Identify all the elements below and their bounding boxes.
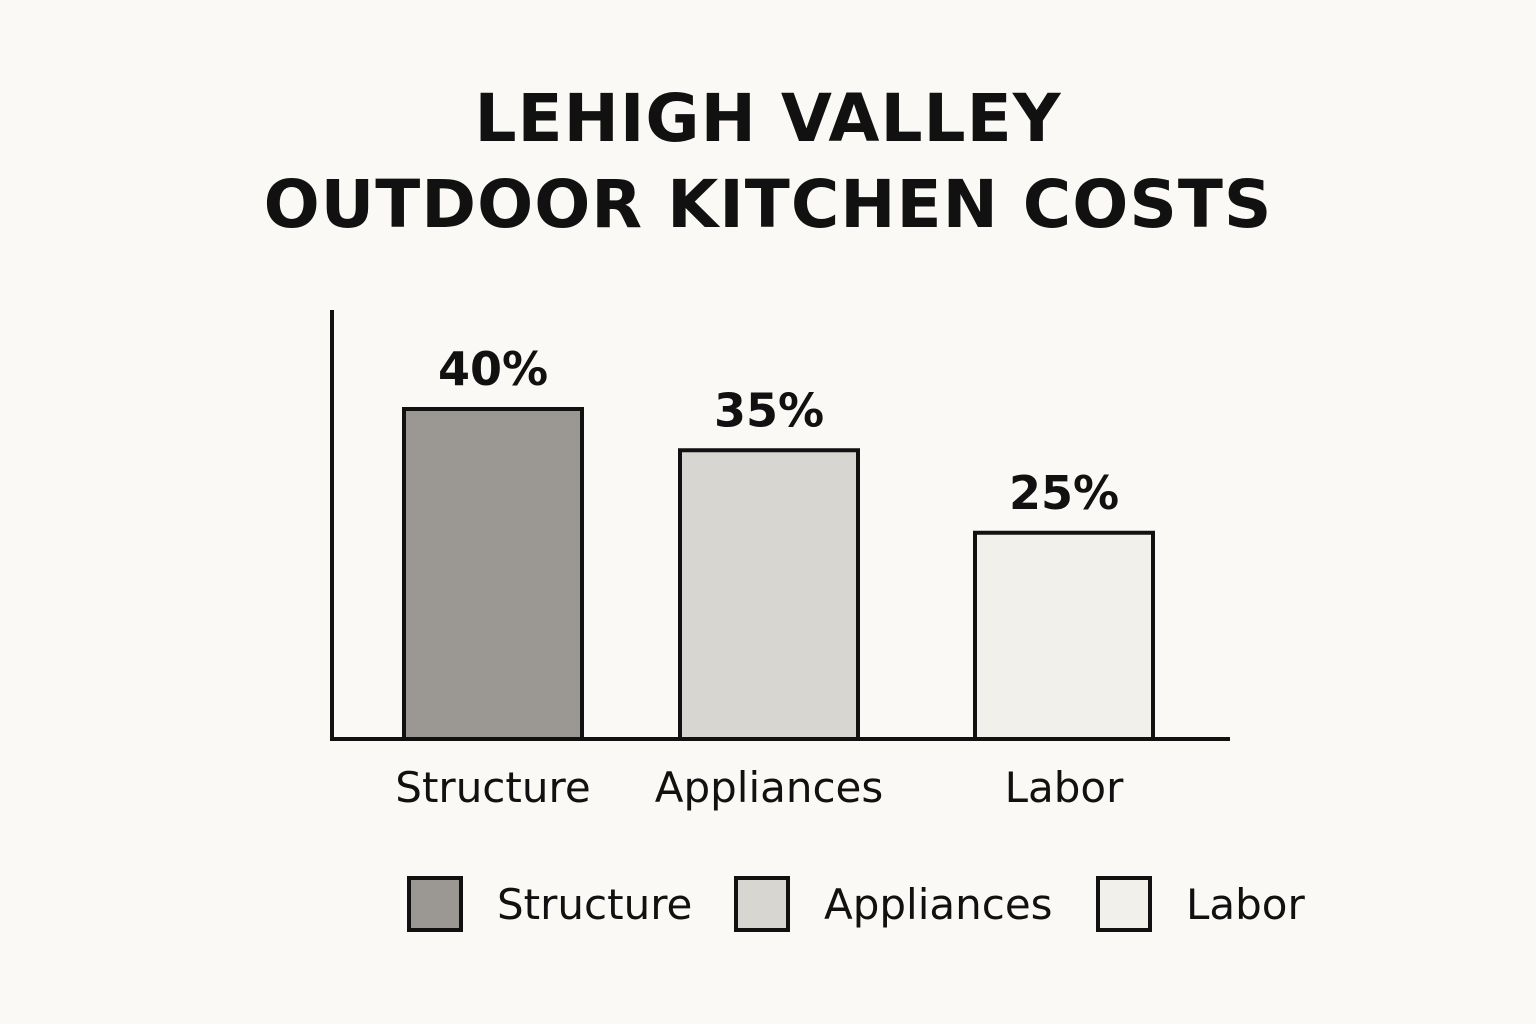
- legend-label-structure: Structure: [497, 880, 692, 929]
- category-label-structure: Structure: [395, 763, 590, 812]
- bar-labor: [973, 530, 1155, 741]
- chart-title-line-2: OUTDOOR KITCHEN COSTS: [263, 166, 1273, 243]
- bars-layer: [402, 407, 1155, 741]
- legend-swatch-appliances: [734, 876, 790, 932]
- data-label-structure: 40%: [438, 342, 548, 396]
- legend-label-appliances: Appliances: [824, 880, 1053, 929]
- bar-appliances: [678, 448, 860, 741]
- chart-title-line-1: LEHIGH VALLEY: [474, 80, 1062, 157]
- legend: Structure Appliances Labor: [407, 876, 1305, 932]
- legend-label-labor: Labor: [1186, 880, 1305, 929]
- data-label-appliances: 35%: [714, 383, 824, 437]
- legend-swatch-labor: [1096, 876, 1152, 932]
- category-label-appliances: Appliances: [655, 763, 884, 812]
- category-label-labor: Labor: [1005, 763, 1124, 812]
- bar-structure: [402, 407, 584, 741]
- labels-layer: 40% Structure 35% Appliances 25% Labor: [395, 342, 1124, 812]
- data-label-labor: 25%: [1009, 466, 1119, 520]
- legend-swatch-structure: [407, 876, 463, 932]
